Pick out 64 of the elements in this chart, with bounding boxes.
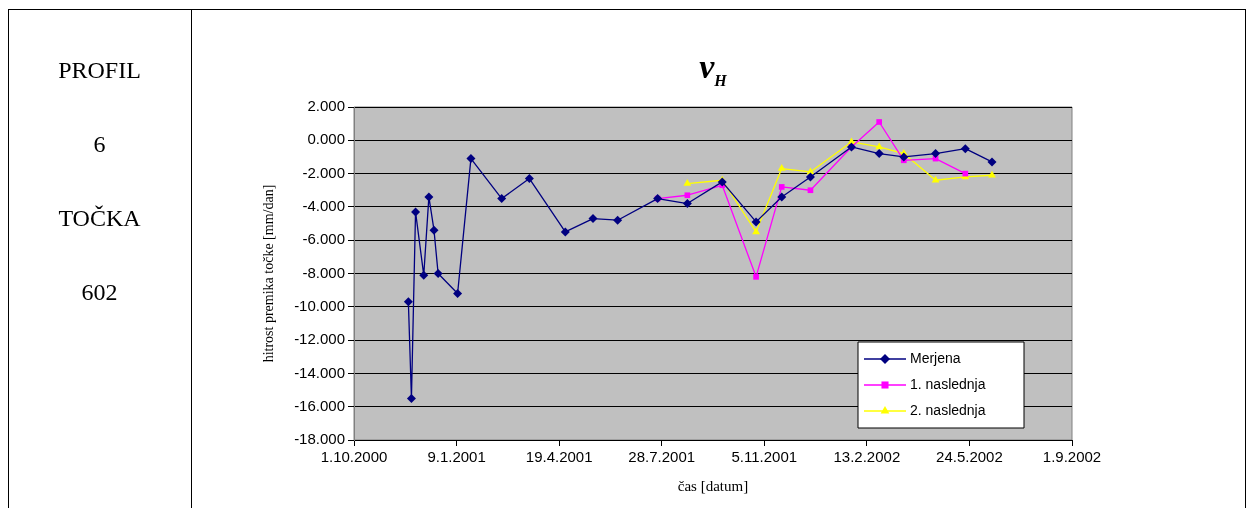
legend-label: 2. naslednja [910,401,986,418]
point [560,227,570,237]
point [987,157,997,167]
y-tick-label: 2.000 [307,97,345,115]
point [805,172,815,182]
text: PROFIL [57,56,142,85]
x-axis-title: čas [datum] [676,478,750,495]
x-tick-label: 5.11.2001 [731,448,798,466]
point [424,192,434,202]
point [453,288,463,298]
y-tick-label: -18.000 [294,430,345,448]
y-tick-label: -14.000 [294,363,345,381]
text: 6 [92,130,107,159]
point [588,214,598,224]
text: 602 [80,278,119,307]
y-axis-title: hitrost premika točke [mm/dan] [261,184,277,363]
point [753,274,759,280]
legend-label: Merjena [910,349,961,366]
point [524,174,534,184]
y-tick-label: -16.000 [294,396,345,414]
point [497,194,507,204]
x-tick-label: 1.10.2000 [320,448,388,466]
chart-title: v$_{H}$ [698,48,728,90]
point [717,177,727,187]
x-tick-label: 19.4.2001 [525,448,593,466]
x-tick-label: 28.7.2001 [628,448,696,466]
y-tick-label: -6.000 [302,230,345,248]
point [411,207,421,217]
y-tick-label: -4.000 [302,197,345,215]
x-tick-label: 9.1.2001 [427,448,486,466]
x-tick-label: 24.5.2002 [936,448,1003,466]
y-tick-label: -12.000 [294,330,345,348]
y-tick-label: -10.000 [294,296,345,314]
point [777,192,787,202]
text: TOČKA [57,204,142,233]
point [777,164,786,171]
point [429,225,439,235]
point [960,144,970,154]
point [752,227,760,235]
point [683,179,692,186]
point [403,297,413,307]
point [875,142,884,150]
point [874,149,884,159]
point [931,149,941,159]
point [876,119,882,125]
point [433,269,443,278]
x-tick-label: 13.2.2002 [833,448,901,466]
y-tick-label: -2.000 [302,163,345,181]
point [613,215,623,225]
point [682,199,692,209]
point [406,393,416,403]
point [988,170,996,178]
y-tick-label: 0.000 [307,130,345,148]
point [684,192,691,199]
point [899,152,909,162]
point [466,154,476,164]
x-tick-label: 1.9.2002 [1042,448,1102,466]
point [419,270,429,280]
point [807,187,814,194]
point [751,217,761,227]
legend-label: 1. naslednja [910,375,986,392]
point [931,175,940,183]
point [778,184,785,190]
y-tick-label: -8.000 [302,263,345,281]
